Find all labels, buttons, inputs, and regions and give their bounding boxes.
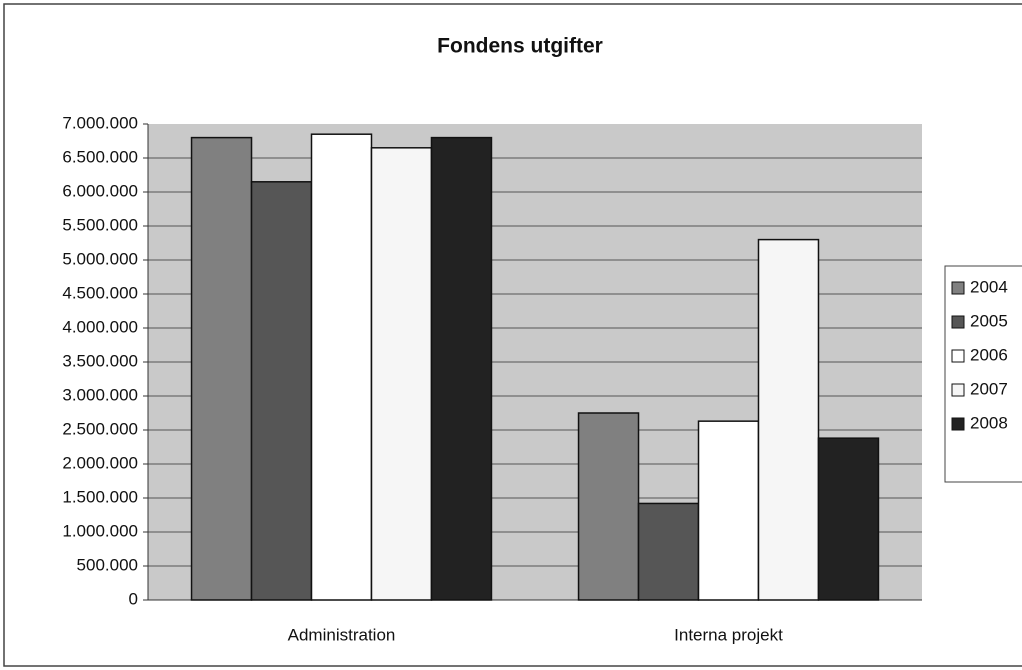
legend-swatch (951, 349, 965, 363)
chart-title: Fondens utgifter (437, 35, 603, 58)
legend-swatch (951, 417, 965, 431)
bar (577, 412, 640, 601)
bar (370, 147, 433, 601)
y-tick-label: 2.500.000 (62, 419, 138, 438)
legend-box (944, 265, 1022, 483)
y-tick-label: 3.500.000 (62, 351, 138, 370)
legend-label: 2005 (970, 311, 1008, 330)
y-tick-label: 4.000.000 (62, 317, 138, 336)
legend-label: 2006 (970, 345, 1008, 364)
legend-label: 2004 (970, 277, 1008, 296)
y-tick-label: 2.000.000 (62, 453, 138, 472)
legend-label: 2007 (970, 379, 1008, 398)
legend-swatch (951, 315, 965, 329)
bar (817, 437, 880, 601)
y-tick-label: 5.000.000 (62, 249, 138, 268)
y-tick-label: 6.000.000 (62, 181, 138, 200)
y-tick-label: 3.000.000 (62, 385, 138, 404)
y-tick-label: 4.500.000 (62, 283, 138, 302)
legend-label: 2008 (970, 413, 1008, 432)
y-tick-label: 0 (129, 589, 138, 608)
y-tick-label: 7.000.000 (62, 113, 138, 132)
y-tick-label: 1.000.000 (62, 521, 138, 540)
bar (637, 502, 700, 601)
bar (190, 136, 253, 601)
x-tick-label: Interna projekt (674, 625, 783, 644)
x-tick-label: Administration (288, 625, 396, 644)
bar (430, 136, 493, 601)
y-tick-label: 500.000 (77, 555, 138, 574)
y-tick-label: 5.500.000 (62, 215, 138, 234)
bar (757, 238, 820, 601)
legend-swatch (951, 383, 965, 397)
bar (697, 420, 760, 601)
legend-swatch (951, 281, 965, 295)
bar (310, 133, 373, 601)
y-tick-label: 6.500.000 (62, 147, 138, 166)
y-tick-label: 1.500.000 (62, 487, 138, 506)
bar (250, 181, 313, 601)
